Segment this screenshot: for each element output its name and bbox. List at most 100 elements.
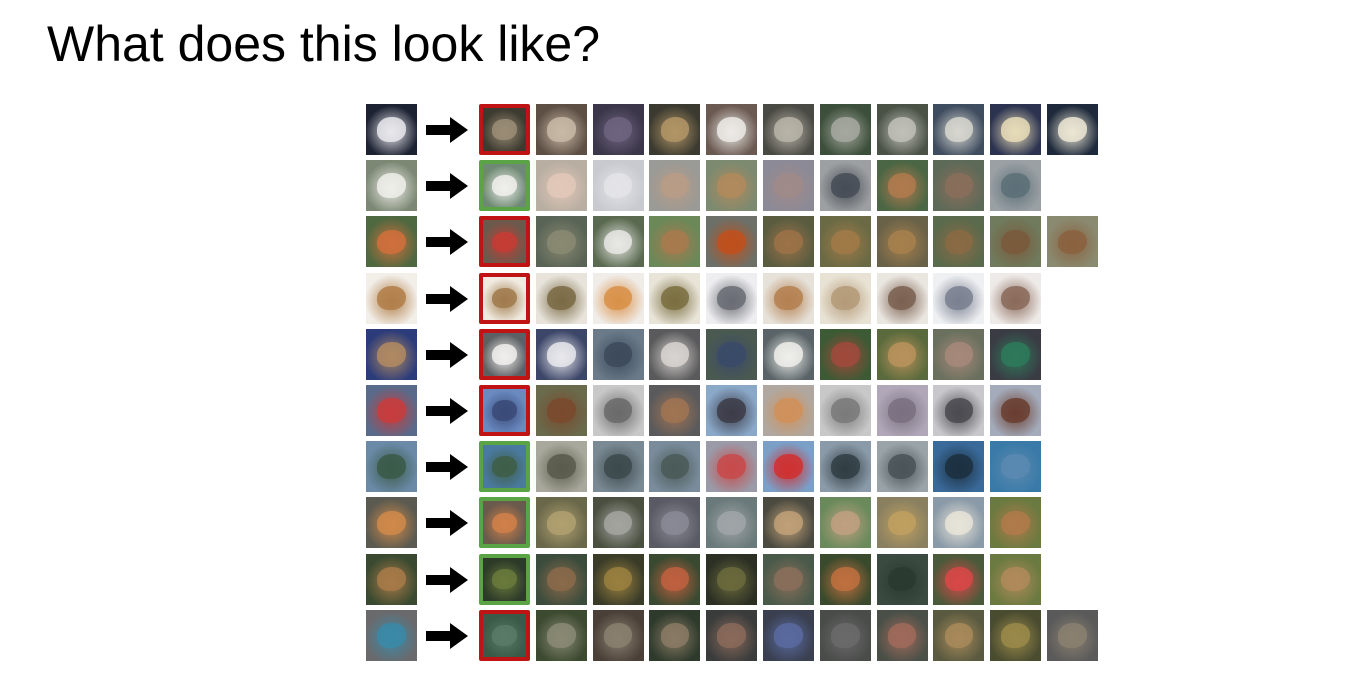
neighbor-image — [876, 441, 928, 493]
image-subject — [603, 229, 633, 255]
image-thumbnail — [763, 272, 814, 324]
image-thumbnail — [876, 160, 928, 212]
neighbor-image — [592, 441, 644, 493]
nearest-neighbor-image — [479, 497, 530, 549]
image-subject — [717, 342, 746, 367]
neighbor-image — [819, 328, 871, 380]
image-thumbnail — [933, 328, 985, 380]
query-image — [366, 272, 417, 324]
image-subject — [717, 623, 746, 648]
image-thumbnail — [592, 104, 644, 155]
neighbor-image — [876, 160, 928, 212]
query-image — [366, 216, 417, 268]
image-subject — [492, 287, 517, 309]
image-subject — [774, 566, 803, 592]
image-subject — [492, 119, 517, 140]
image-subject — [717, 285, 746, 311]
image-thumbnail — [990, 216, 1042, 268]
image-subject — [492, 624, 517, 646]
image-thumbnail — [483, 389, 526, 432]
image-thumbnail — [933, 553, 985, 605]
neighbor-image — [819, 160, 871, 212]
image-thumbnail — [876, 609, 928, 661]
image-subject — [660, 398, 690, 423]
image-thumbnail — [649, 328, 701, 380]
image-subject — [831, 173, 860, 198]
image-thumbnail — [483, 220, 526, 264]
nearest-neighbor-image — [479, 272, 530, 324]
image-subject — [831, 342, 860, 367]
image-subject — [887, 285, 917, 311]
image-subject — [377, 510, 406, 536]
image-thumbnail — [535, 609, 587, 661]
image-subject — [377, 173, 406, 198]
image-thumbnail — [535, 216, 587, 268]
result-row — [366, 328, 1042, 380]
neighbor-image — [763, 272, 814, 324]
neighbor-image — [876, 497, 928, 549]
image-thumbnail — [649, 104, 701, 155]
neighbor-image — [763, 553, 814, 605]
image-thumbnail — [763, 609, 814, 661]
neighbor-image — [535, 609, 587, 661]
image-thumbnail — [990, 160, 1042, 212]
image-thumbnail — [763, 160, 814, 212]
image-thumbnail — [592, 441, 644, 493]
image-subject — [1001, 623, 1030, 648]
neighbor-image — [763, 441, 814, 493]
image-subject — [660, 285, 690, 311]
neighbor-image — [649, 497, 701, 549]
image-thumbnail — [876, 272, 928, 324]
image-subject — [1001, 173, 1030, 198]
image-thumbnail — [366, 160, 417, 212]
neighbor-image — [819, 553, 871, 605]
image-thumbnail — [483, 108, 526, 151]
image-thumbnail — [706, 385, 758, 436]
image-thumbnail — [933, 104, 985, 155]
image-thumbnail — [819, 216, 871, 268]
image-subject — [831, 566, 860, 592]
image-subject — [944, 342, 974, 367]
image-thumbnail — [990, 553, 1042, 605]
right-arrow-icon — [426, 398, 468, 424]
neighbor-image — [876, 104, 928, 155]
image-thumbnail — [1047, 216, 1098, 268]
image-subject — [831, 454, 860, 479]
image-subject — [831, 623, 860, 648]
image-subject — [717, 454, 746, 479]
query-image — [366, 553, 417, 605]
image-subject — [1001, 117, 1030, 142]
image-subject — [660, 454, 690, 479]
image-subject — [547, 623, 576, 648]
image-subject — [717, 117, 746, 142]
image-subject — [492, 231, 517, 253]
neighbor-image — [819, 385, 871, 436]
image-thumbnail — [592, 328, 644, 380]
image-thumbnail — [706, 160, 758, 212]
image-thumbnail — [483, 613, 526, 657]
image-thumbnail — [483, 445, 526, 489]
image-thumbnail — [819, 385, 871, 436]
image-subject — [547, 117, 576, 142]
image-thumbnail — [366, 553, 417, 605]
neighbor-image — [933, 609, 985, 661]
image-subject — [603, 623, 633, 648]
neighbor-image — [763, 609, 814, 661]
image-subject — [944, 510, 974, 536]
neighbor-image — [649, 609, 701, 661]
image-thumbnail — [990, 441, 1042, 493]
neighbor-image — [535, 328, 587, 380]
result-row — [366, 272, 1042, 324]
query-image — [366, 385, 417, 436]
neighbor-image — [933, 104, 985, 155]
image-thumbnail — [763, 441, 814, 493]
nearest-neighbor-image — [479, 104, 530, 155]
image-subject — [492, 512, 517, 534]
neighbor-image — [876, 609, 928, 661]
neighbor-image — [649, 272, 701, 324]
image-thumbnail — [649, 497, 701, 549]
neighbor-image — [933, 497, 985, 549]
image-thumbnail — [706, 609, 758, 661]
image-thumbnail — [876, 104, 928, 155]
image-subject — [944, 623, 974, 648]
